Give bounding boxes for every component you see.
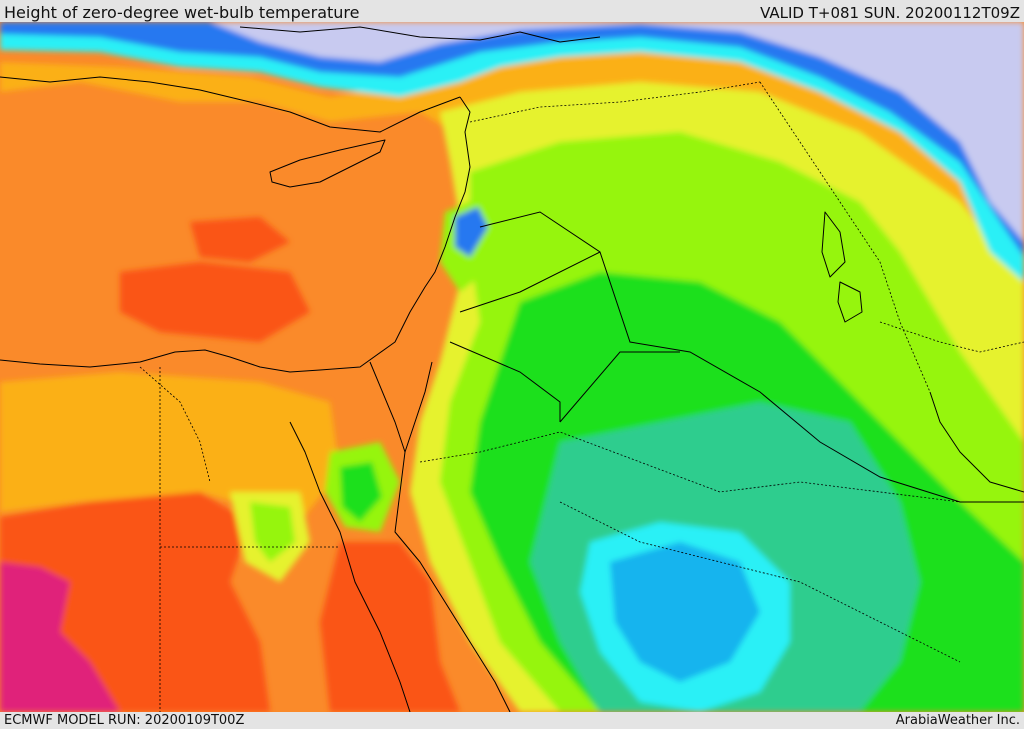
- band-red-med: [120, 262, 310, 342]
- border-syria-iraq: [479, 211, 1024, 503]
- band-red-sudan: [320, 542, 460, 712]
- borders-solid: [369, 211, 1024, 503]
- map-title: Height of zero-degree wet-bulb temperatu…: [4, 3, 360, 22]
- border-saudi-north: [419, 431, 961, 503]
- coast-anatolia: [0, 76, 461, 133]
- border-saudi-south: [559, 501, 961, 663]
- coast-persian-gulf: [929, 391, 1024, 493]
- band-amber-west: [0, 372, 340, 522]
- header-bar: Height of zero-degree wet-bulb temperatu…: [0, 0, 1024, 22]
- forecast-map: [0, 22, 1024, 712]
- band-lebanon-blue: [455, 207, 488, 257]
- border-saudi-jordan: [449, 341, 561, 422]
- coast-red-sea-east: [394, 451, 511, 712]
- border-turkey-syria: [469, 81, 761, 123]
- band-lavender: [210, 22, 1024, 242]
- coast-caspian-lake: [821, 211, 846, 278]
- band-sinai-green: [340, 462, 382, 522]
- band-sky: [610, 542, 760, 682]
- credit: ArabiaWeather Inc.: [895, 713, 1020, 728]
- band-magenta: [0, 562, 120, 712]
- footer-bar: ECMWF MODEL RUN: 20200109T00Z ArabiaWeat…: [0, 712, 1024, 729]
- model-run: ECMWF MODEL RUN: 20200109T00Z: [4, 713, 245, 728]
- band-red-med2: [190, 217, 290, 262]
- coast-red-sea-gulf: [289, 421, 411, 712]
- valid-time: VALID T+081 SUN. 20200112T09Z: [760, 4, 1020, 22]
- borders: [139, 81, 1024, 712]
- coast-cyprus: [269, 139, 386, 188]
- coast-lake2: [837, 281, 863, 323]
- border-egypt-israel: [369, 361, 406, 453]
- coast-north-africa: [0, 96, 471, 373]
- coast-black-sea: [239, 26, 601, 43]
- field-bands: [0, 22, 1024, 712]
- border-iraq-saudi: [559, 351, 680, 423]
- coastlines: [0, 26, 1024, 712]
- border-jordan: [459, 251, 601, 313]
- border-iraq-iran: [759, 81, 931, 393]
- coast-aqaba: [404, 361, 433, 453]
